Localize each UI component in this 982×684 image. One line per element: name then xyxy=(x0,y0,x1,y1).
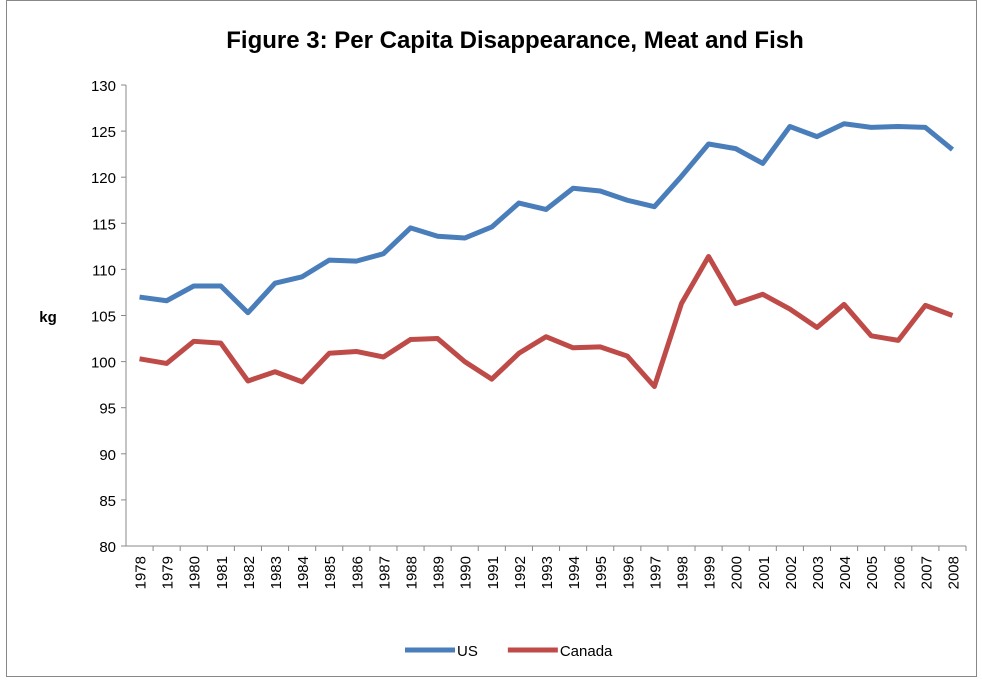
x-tick-label: 2003 xyxy=(810,556,827,589)
x-tick-label: 1997 xyxy=(647,556,664,589)
y-tick-label: 110 xyxy=(92,262,116,279)
x-tick-label: 2004 xyxy=(837,556,854,589)
y-tick-label: 90 xyxy=(99,447,116,464)
x-tick-label: 1998 xyxy=(674,556,691,589)
y-tick-label: 100 xyxy=(91,355,116,372)
x-tick-label: 2002 xyxy=(783,556,800,589)
x-tick-label: 1989 xyxy=(431,556,448,589)
x-tick-label: 1992 xyxy=(512,556,529,589)
legend-label: US xyxy=(457,643,478,660)
x-tick-label: 1986 xyxy=(349,556,366,589)
x-tick-label: 1996 xyxy=(620,556,637,589)
x-tick-label: 2001 xyxy=(756,556,773,589)
x-tick-label: 2005 xyxy=(864,556,881,589)
y-axis-label: kg xyxy=(39,309,57,326)
x-tick-label: 2008 xyxy=(945,556,962,589)
chart-title: Figure 3: Per Capita Disappearance, Meat… xyxy=(226,27,804,54)
x-tick-label: 1987 xyxy=(376,556,393,589)
x-tick-label: 1995 xyxy=(593,556,610,589)
y-tick-label: 80 xyxy=(99,539,116,556)
x-tick-label: 2007 xyxy=(918,556,935,589)
y-tick-label: 130 xyxy=(91,78,116,95)
x-tick-label: 1985 xyxy=(322,556,339,589)
x-tick-label: 1993 xyxy=(539,556,556,589)
x-tick-label: 1979 xyxy=(160,556,177,589)
x-tick-label: 1994 xyxy=(566,556,583,589)
x-tick-label: 1988 xyxy=(404,556,421,589)
y-tick-label: 85 xyxy=(99,493,116,510)
x-tick-label: 1983 xyxy=(268,556,285,589)
x-tick-label: 1991 xyxy=(485,556,502,589)
y-tick-label: 105 xyxy=(91,309,116,326)
y-tick-label: 95 xyxy=(99,401,116,418)
series-line xyxy=(139,253,954,389)
y-tick-label: 125 xyxy=(91,124,116,141)
x-tick-label: 1990 xyxy=(458,556,475,589)
x-tick-label: 1978 xyxy=(133,556,150,589)
x-tick-label: 1984 xyxy=(295,556,312,589)
y-tick-label: 115 xyxy=(92,216,116,233)
x-tick-label: 1980 xyxy=(187,556,204,589)
x-tick-label: 2006 xyxy=(891,556,908,589)
series-line xyxy=(139,121,955,316)
x-tick-label: 1999 xyxy=(702,556,719,589)
x-tick-label: 1981 xyxy=(214,556,231,589)
chart-frame xyxy=(6,0,977,677)
legend-label: Canada xyxy=(560,643,613,660)
y-tick-label: 120 xyxy=(91,170,116,187)
x-tick-label: 1982 xyxy=(241,556,258,589)
x-tick-label: 2000 xyxy=(729,556,746,589)
